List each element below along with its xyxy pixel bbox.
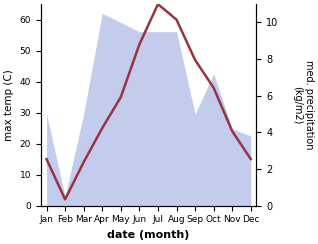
Y-axis label: med. precipitation
(kg/m2): med. precipitation (kg/m2) bbox=[292, 60, 314, 150]
X-axis label: date (month): date (month) bbox=[107, 230, 190, 240]
Y-axis label: max temp (C): max temp (C) bbox=[4, 69, 14, 141]
